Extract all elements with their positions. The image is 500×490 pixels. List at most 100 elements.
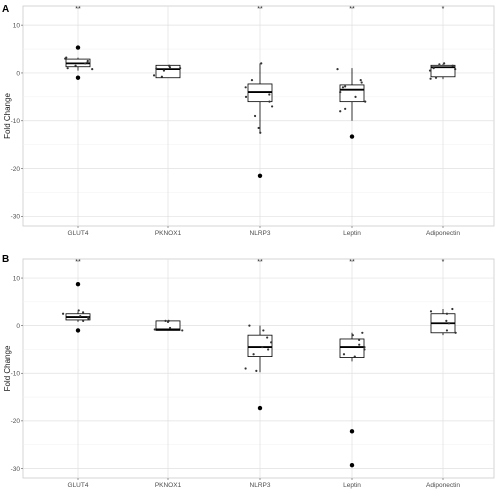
significance-marker: ** xyxy=(75,259,81,266)
data-point xyxy=(434,76,438,79)
data-point xyxy=(252,353,255,356)
data-point xyxy=(255,369,258,372)
y-tick-label: -20 xyxy=(11,418,21,425)
x-tick-label: Adiponectin xyxy=(426,230,460,237)
data-point xyxy=(160,75,163,78)
data-point xyxy=(250,79,254,82)
y-tick-label: -10 xyxy=(11,118,21,125)
outlier-point xyxy=(257,173,263,178)
data-point xyxy=(268,100,271,103)
significance-marker: ** xyxy=(75,6,81,13)
significance-marker: * xyxy=(442,6,445,13)
outlier-point xyxy=(75,328,81,333)
box-pknox1 xyxy=(152,64,182,79)
data-point xyxy=(259,131,262,134)
outlier-point xyxy=(75,282,81,287)
plot-area xyxy=(22,5,495,227)
data-point xyxy=(339,110,342,113)
data-point xyxy=(65,56,68,59)
data-point xyxy=(454,68,457,71)
box-pknox1 xyxy=(153,319,184,332)
x-tick-label: Adiponectin xyxy=(426,482,460,489)
data-point xyxy=(429,310,433,313)
outlier-point xyxy=(257,405,263,411)
data-point xyxy=(164,319,167,322)
y-tick-label: 10 xyxy=(13,22,21,29)
data-point xyxy=(266,336,269,339)
x-tick-label: GLUT4 xyxy=(68,482,89,489)
data-point xyxy=(82,319,85,322)
outlier-point xyxy=(349,134,355,139)
data-point xyxy=(451,307,454,311)
data-point xyxy=(79,315,82,318)
box-glut4: ** xyxy=(61,259,91,333)
box-adiponectin: * xyxy=(428,6,457,80)
data-point xyxy=(244,86,247,89)
data-point xyxy=(428,69,432,72)
box-nlrp3: ** xyxy=(244,259,273,411)
panel-letter: B xyxy=(2,254,9,265)
data-point xyxy=(74,64,77,67)
data-point xyxy=(244,95,248,98)
data-point xyxy=(342,353,346,356)
data-point xyxy=(152,74,156,77)
data-point xyxy=(339,90,342,94)
outlier-point xyxy=(75,45,81,50)
data-point xyxy=(438,63,441,66)
data-point xyxy=(351,334,354,337)
data-point xyxy=(155,67,158,70)
data-point xyxy=(181,329,184,332)
box-body xyxy=(155,64,181,79)
box-glut4: ** xyxy=(64,6,94,80)
data-point xyxy=(443,62,446,65)
y-axis-label: Fold Change xyxy=(3,345,12,391)
data-point xyxy=(344,85,347,88)
data-point xyxy=(257,126,260,130)
data-point xyxy=(268,93,271,96)
data-point xyxy=(445,312,449,315)
x-tick-label: GLUT4 xyxy=(68,230,89,237)
data-point xyxy=(162,69,166,72)
panel-letter: A xyxy=(2,4,9,15)
data-point xyxy=(445,329,449,332)
box-nlrp3: ** xyxy=(244,6,274,178)
significance-marker: ** xyxy=(257,6,263,13)
data-point xyxy=(261,345,264,349)
data-point xyxy=(179,67,182,70)
data-point xyxy=(77,309,80,312)
data-point xyxy=(429,77,432,80)
data-point xyxy=(262,329,265,332)
data-point xyxy=(84,62,87,65)
x-tick-label: PKNOX1 xyxy=(155,482,182,489)
data-point xyxy=(454,331,457,334)
box-body xyxy=(247,334,273,357)
outlier-point xyxy=(75,75,81,80)
x-tick-label: NLRP3 xyxy=(250,482,271,489)
data-point xyxy=(336,68,339,71)
y-axis-label: Fold Change xyxy=(3,93,12,139)
data-point xyxy=(363,348,366,351)
box-leptin: ** xyxy=(339,259,366,468)
significance-marker: ** xyxy=(349,259,355,266)
data-point xyxy=(91,68,94,71)
data-point xyxy=(168,64,171,67)
y-tick-label: 0 xyxy=(16,323,20,330)
box-body xyxy=(339,338,365,358)
x-tick-label: Leptin xyxy=(343,230,361,237)
y-tick-label: -20 xyxy=(11,166,21,173)
data-point xyxy=(260,62,263,65)
data-point xyxy=(354,95,357,98)
data-point xyxy=(358,343,361,346)
data-point xyxy=(445,319,448,322)
plot-area xyxy=(22,258,495,479)
chart-panel-a: 10 0 -10 -20 -30 A Fold Change ** GLUT4 PKNOX1 ** N… xyxy=(2,4,495,237)
outlier-point xyxy=(349,462,355,468)
box-adiponectin: * xyxy=(429,259,457,336)
data-point xyxy=(81,311,85,314)
outlier-point xyxy=(349,429,355,434)
y-tick-label: -10 xyxy=(11,371,21,378)
data-point xyxy=(358,338,361,342)
data-point xyxy=(267,348,270,351)
data-point xyxy=(363,345,366,349)
data-point xyxy=(248,324,251,327)
